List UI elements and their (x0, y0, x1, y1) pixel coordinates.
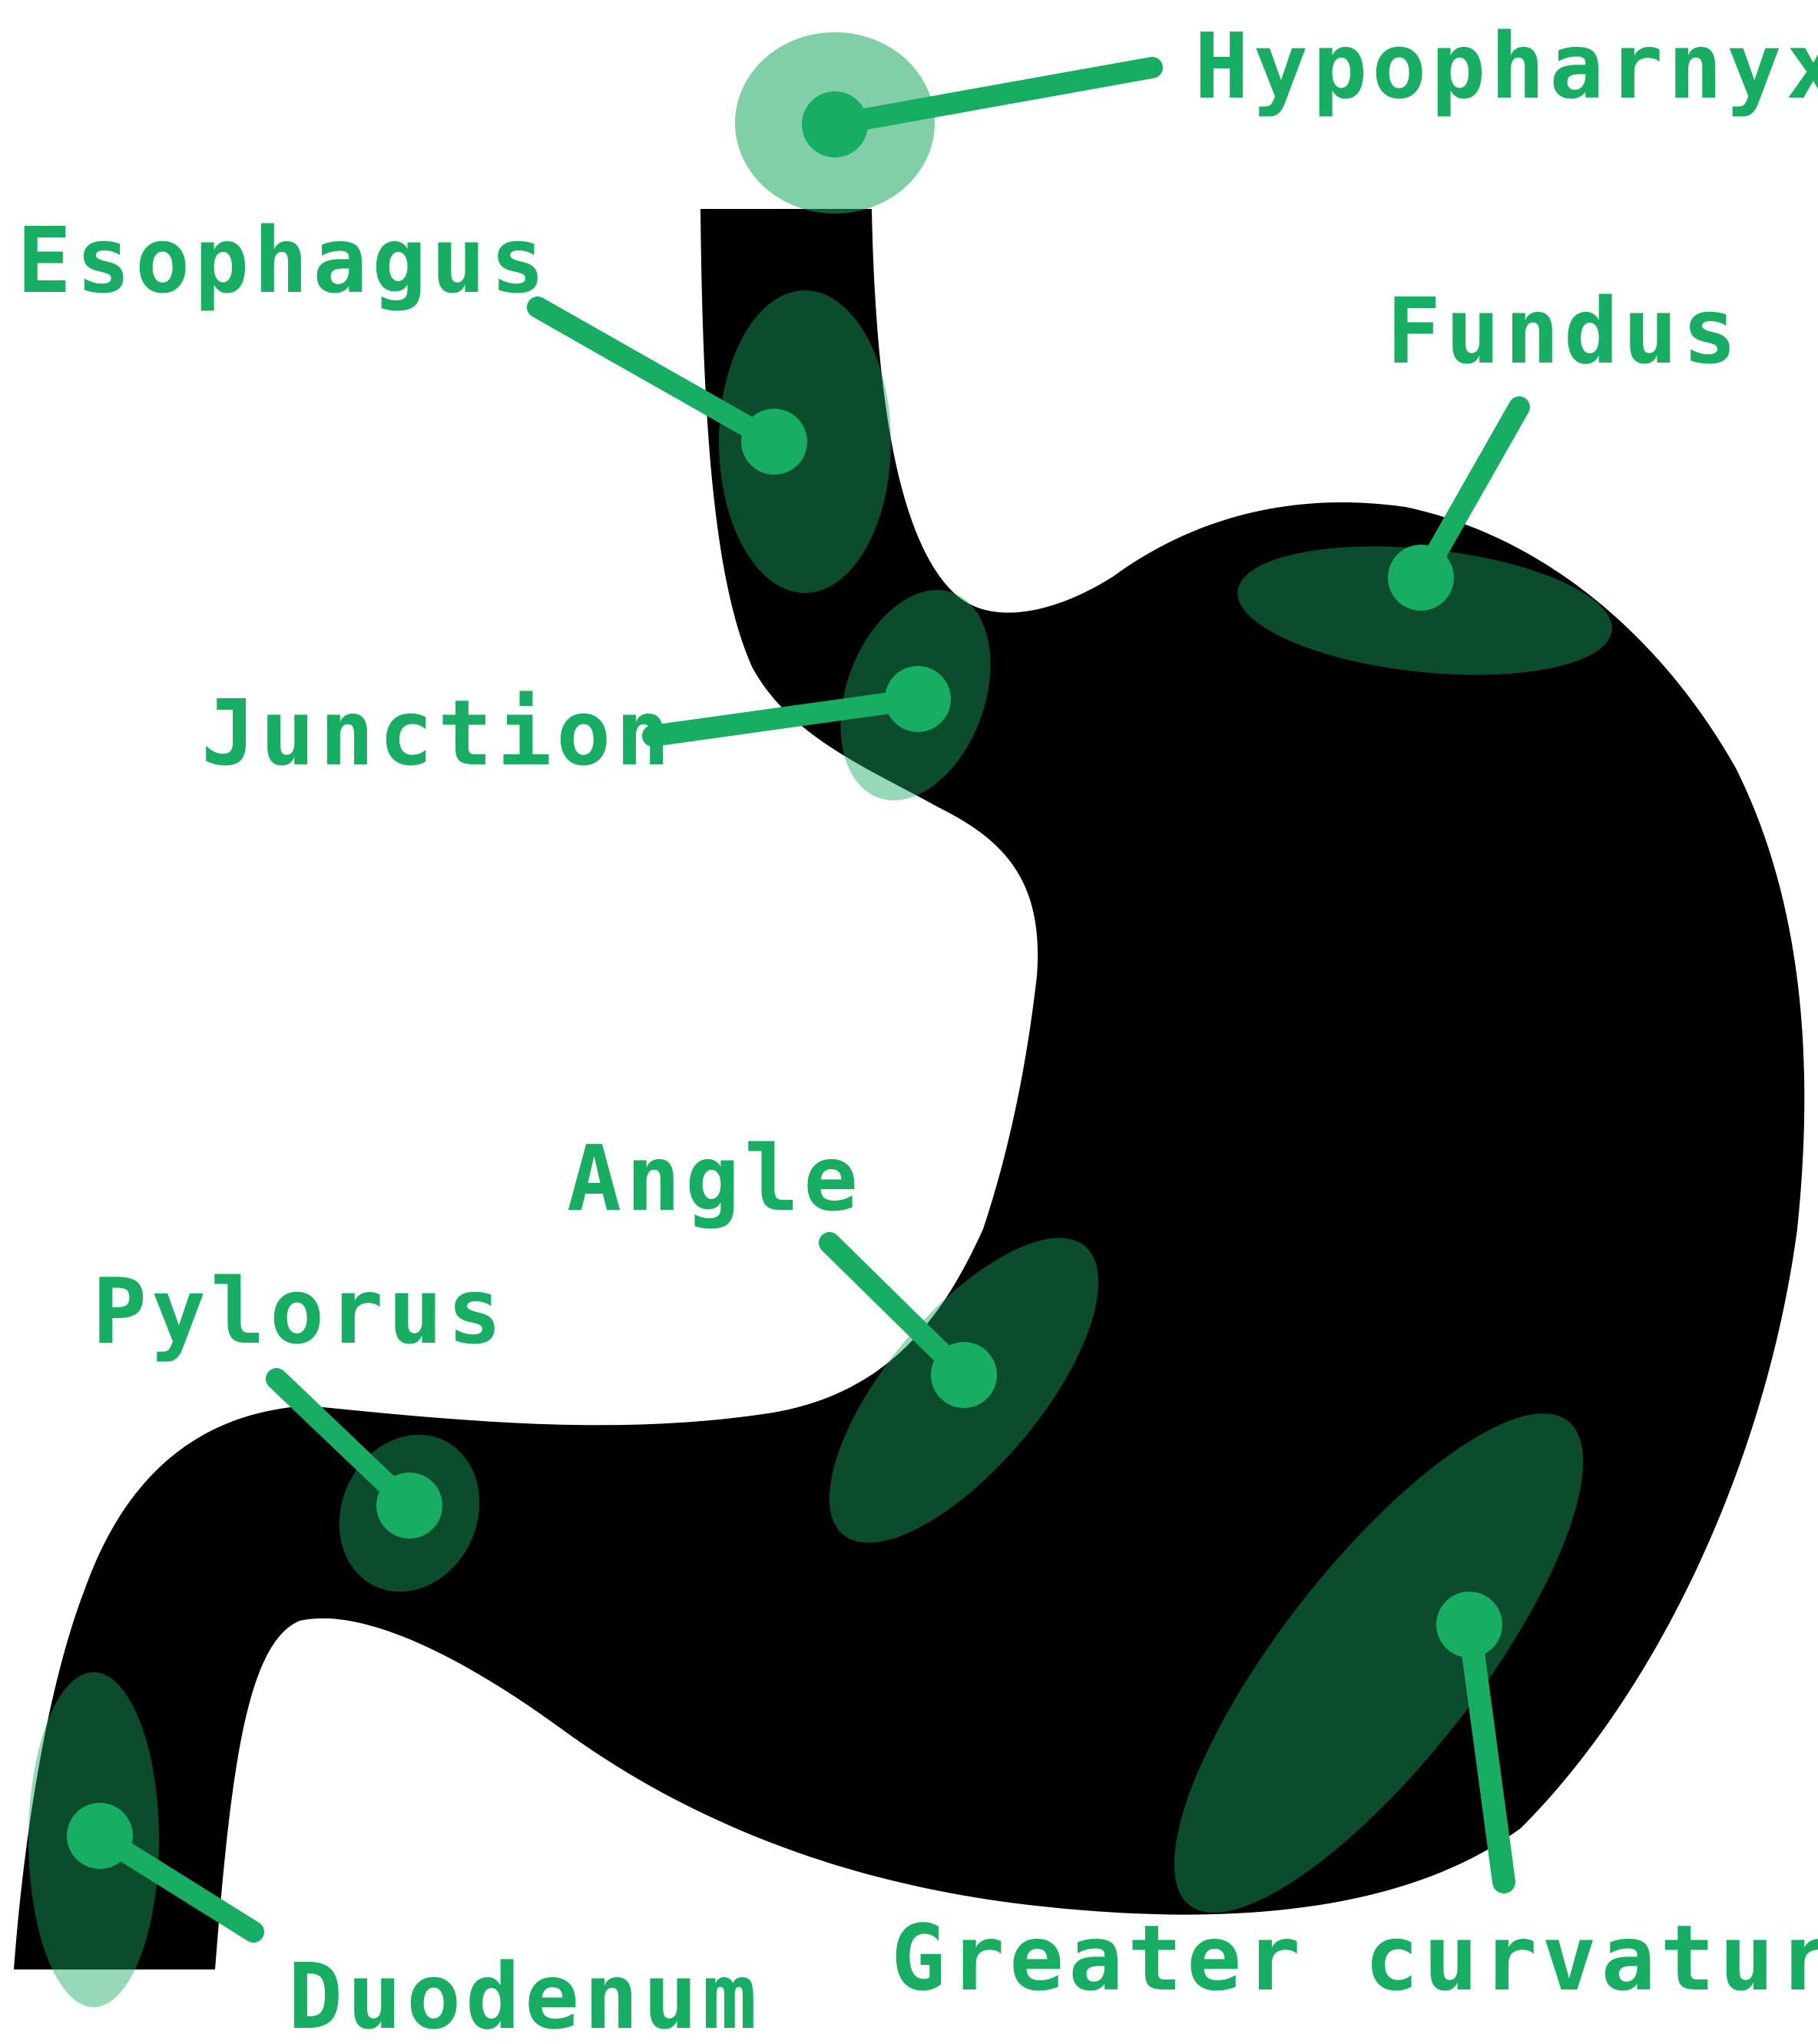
hypopharnyx-leader (824, 57, 1163, 135)
label-greater-curvature: Greater curvature (891, 1905, 1818, 2011)
junction-leader (642, 688, 929, 747)
label-pylorus: Pylorus (92, 1258, 506, 1364)
esophagus-dot (741, 409, 807, 475)
esophagus-leader (527, 296, 785, 452)
label-esophagus: Esophagus (17, 207, 549, 313)
label-fundus: Fundus (1386, 278, 1741, 384)
greater-curvature-dot (1436, 1592, 1502, 1658)
stomach-silhouette (14, 209, 1805, 1969)
greater-curvature-region (1174, 1413, 1584, 1913)
hypopharnyx-dot (802, 91, 868, 157)
pylorus-dot (376, 1473, 442, 1539)
duodenum-dot (67, 1803, 133, 1869)
label-junction: Junction (201, 680, 674, 786)
leader-lines (89, 57, 1530, 1943)
fundus-region (1237, 546, 1612, 675)
fundus-dot (1388, 545, 1454, 611)
label-hypopharnyx: Hypopharnyx (1194, 13, 1818, 119)
label-duodenum: Duodenum (288, 1943, 761, 2044)
greater-curvature-leader (1458, 1613, 1515, 1893)
junction-dot (885, 666, 951, 732)
region-dots (67, 91, 1502, 1869)
angle-dot (931, 1342, 997, 1408)
labels: Hypopharnyx Esophagus Fundus Junction An… (17, 13, 1818, 2044)
label-angle: Angle (567, 1125, 863, 1231)
